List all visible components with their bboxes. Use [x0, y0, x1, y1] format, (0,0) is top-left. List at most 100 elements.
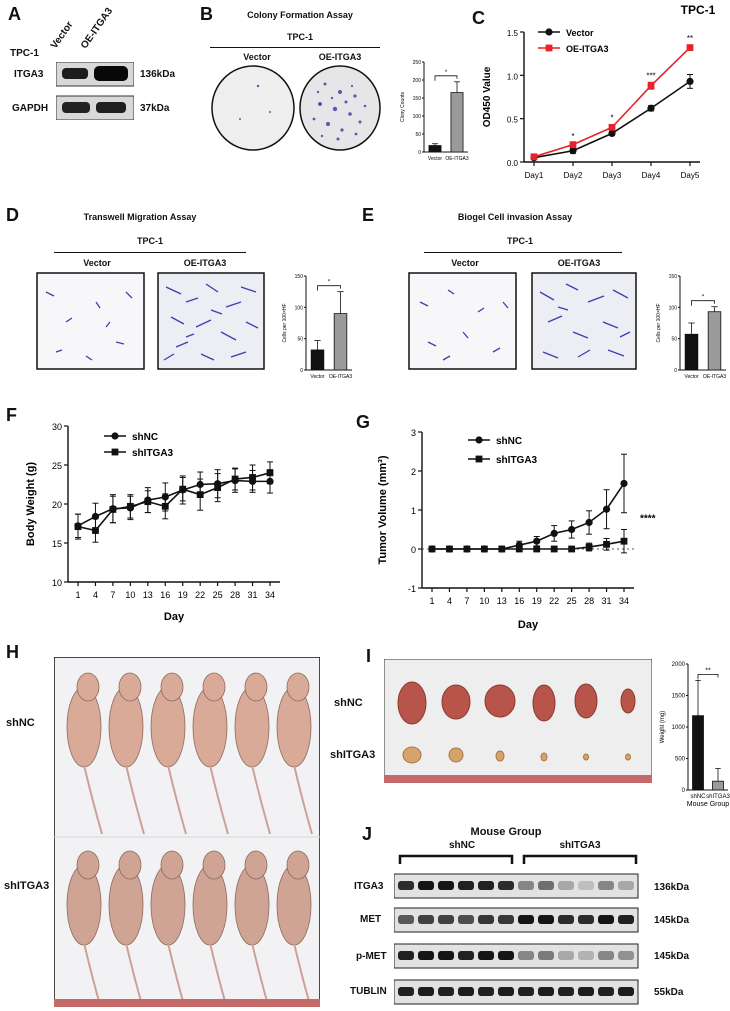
bar	[428, 145, 442, 153]
chart-f: 10 15 20 25 30 1 4 7 10 13 16 19 22 25 28 31 34 shNC shITG…	[25, 422, 280, 623]
mouse	[234, 672, 271, 835]
mice-shitga3	[66, 850, 312, 1007]
panel-e-col: Vector	[451, 258, 479, 268]
blot-band	[558, 881, 574, 890]
panel-j-row-label: p-MET	[356, 951, 387, 962]
blot-band	[538, 915, 554, 924]
legend-label: OE-ITGA3	[566, 44, 609, 54]
y-tick-label: 0	[300, 368, 303, 374]
y-tick-label: 30	[52, 422, 62, 432]
panel-i-row: shITGA3	[330, 749, 376, 761]
blot-band	[458, 987, 474, 996]
x-tick-label: 28	[230, 590, 240, 600]
data-point	[249, 474, 256, 481]
y-axis-label: Weight (mg)	[660, 711, 666, 744]
mouse	[66, 672, 103, 835]
x-tick-label: Day1	[525, 171, 544, 180]
mouse	[192, 672, 229, 835]
sig-label: ****	[640, 514, 656, 525]
legend-label: shITGA3	[132, 448, 174, 459]
x-tick-label: 34	[619, 596, 629, 606]
chart-d: 0 50 100 150 Vector OE-ITGA3 * Cells per 100×HF	[282, 274, 352, 380]
panel-j-kda: 55kDa	[654, 987, 684, 998]
x-tick-label: 25	[567, 596, 577, 606]
y-tick-label: 10	[52, 578, 62, 588]
blot-band	[558, 987, 574, 996]
cell-marks	[419, 283, 631, 361]
x-tick-label: 19	[178, 590, 188, 600]
bar	[692, 715, 704, 791]
panel-a-kda: 37kDa	[140, 103, 170, 114]
panel-a-col-oe: OE-ITGA3	[78, 5, 116, 52]
y-tick-label: 1.5	[507, 29, 519, 38]
data-point	[91, 512, 100, 521]
blot-band	[478, 915, 494, 924]
x-tick-label: OE-ITGA3	[445, 156, 469, 162]
sig-label: ***	[646, 71, 655, 80]
x-tick-label: 22	[549, 596, 559, 606]
panel-d-cell: TPC-1	[136, 236, 163, 246]
cell-marks	[45, 283, 259, 361]
x-tick-label: 22	[195, 590, 205, 600]
mouse-head	[244, 850, 268, 880]
panel-e-images	[408, 272, 637, 370]
panel-i-photo	[384, 659, 652, 783]
sig-label: *	[328, 280, 331, 286]
series-line	[432, 483, 625, 550]
blot-band	[62, 102, 90, 113]
mouse-head	[286, 672, 310, 702]
blot-band	[538, 987, 554, 996]
legend-label: shNC	[496, 436, 522, 447]
bar	[707, 311, 722, 371]
sig-bracket	[317, 285, 341, 291]
blot-band	[498, 915, 514, 924]
x-tick-label: OE-ITGA3	[703, 374, 727, 380]
data-point	[463, 545, 471, 553]
data-point	[530, 153, 538, 161]
x-tick-label: Vector	[428, 156, 443, 162]
colony-dish-vector	[211, 65, 295, 151]
panel-e-cell: TPC-1	[506, 236, 533, 246]
x-tick-label: 31	[248, 590, 258, 600]
data-point	[515, 545, 523, 553]
blot-band	[458, 951, 474, 960]
blot-band	[438, 881, 454, 890]
y-tick-label: 100	[295, 305, 304, 311]
x-axis-label: Mouse Group	[687, 801, 730, 808]
data-point	[568, 545, 576, 553]
y-tick-label: 500	[675, 757, 686, 763]
blot-band	[398, 987, 414, 996]
y-tick-label: 1	[411, 506, 416, 516]
data-point	[585, 518, 593, 527]
mice-shnc	[66, 672, 313, 835]
panel-a-row-label: ITGA3	[14, 69, 44, 80]
panel-b-cell: TPC-1	[286, 32, 313, 42]
bar	[333, 313, 348, 371]
y-axis-label: OD450 Value	[482, 66, 493, 127]
panel-label-i: I	[366, 646, 372, 666]
blot-band	[498, 881, 514, 890]
panel-d-title: Transwell Migration Assay	[83, 212, 197, 222]
chart-b: 0 50 100 150 200 250 Vector OE-ITGA3 * Clony Coun…	[400, 60, 469, 162]
blot-band	[458, 915, 474, 924]
blot-band	[478, 987, 494, 996]
blot-strip	[394, 979, 639, 1005]
data-point	[533, 545, 541, 553]
bar	[310, 349, 325, 371]
data-point	[620, 479, 628, 488]
blot-band	[398, 915, 414, 924]
y-tick-label: 0	[418, 150, 421, 156]
x-tick-label: Vector	[310, 374, 325, 380]
data-point	[480, 545, 488, 553]
data-point	[647, 82, 655, 90]
blot-band	[438, 987, 454, 996]
panel-d-images	[36, 272, 265, 370]
blot-band	[558, 915, 574, 924]
x-tick-label: 13	[497, 596, 507, 606]
panel-j-blot	[394, 873, 639, 1005]
y-tick-label: 150	[295, 274, 304, 280]
panel-label-a: A	[8, 4, 21, 24]
sig-bracket	[434, 75, 458, 81]
legend-label: shNC	[132, 432, 158, 443]
panel-j-group: shNC	[448, 840, 476, 851]
